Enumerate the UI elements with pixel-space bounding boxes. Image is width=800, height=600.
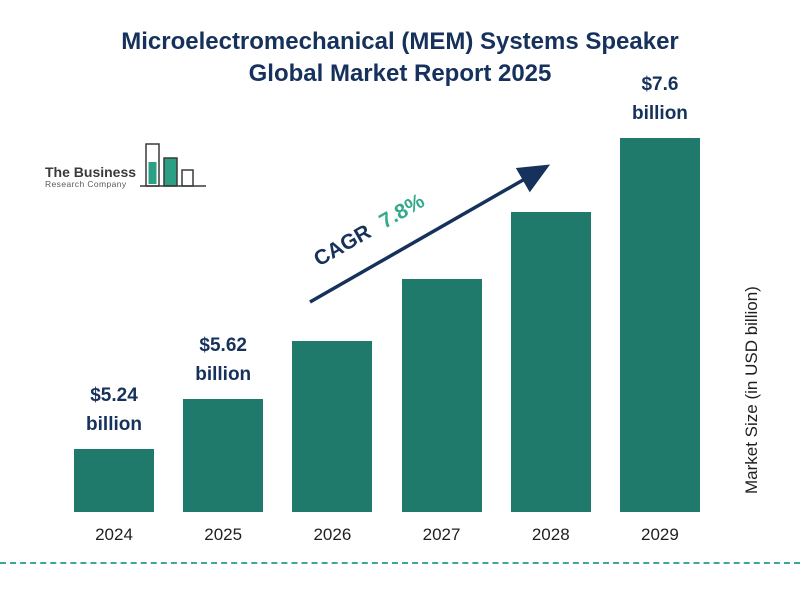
year-label: 2027 [422,525,461,544]
year-label: 2025 [204,525,243,544]
bar [183,399,264,512]
y-axis-label: Market Size (in USD billion) [742,286,761,494]
logo-name-line2: Research Company [45,179,127,190]
bottom-dashed-line [0,562,800,564]
logo: The Business Research Company [45,142,235,194]
bar-value-label: $7.6 billion [631,74,688,124]
bar-column: $5.62 billion 2025 [171,332,275,545]
bar-column: 2026 [280,341,384,545]
bar [74,449,154,512]
year-label: 2029 [641,525,679,544]
bar-chart: $5.24 billion 2024 $5.62 billion 2025 2026 2027… [62,70,712,545]
bar-value-label: $5.62 billion [195,335,252,385]
year-label: 2024 [95,525,133,544]
bar-column: 2028 [499,212,603,545]
year-label: 2026 [313,525,352,544]
bar-value-label: $5.24 billion [86,385,142,435]
logo-text: The Business Research Company [45,164,136,194]
logo-name-line1: The Business [45,164,137,181]
bar-column: 2027 [390,279,494,545]
logo-bars-icon [140,143,207,187]
bar-column: $7.6 billion 2029 [608,71,712,545]
bar [619,138,700,512]
title-line1: Microelectromechanical (MEM) Systems Spe… [121,28,679,55]
bar [292,341,373,512]
bar [510,212,591,512]
bar [401,279,482,512]
bar-column: $5.24 billion 2024 [62,382,166,545]
title-line2: Global Market Report 2025 [248,60,552,88]
page-title: Microelectromechanical (MEM) Systems Spe… [0,26,800,91]
year-label: 2028 [531,525,570,544]
